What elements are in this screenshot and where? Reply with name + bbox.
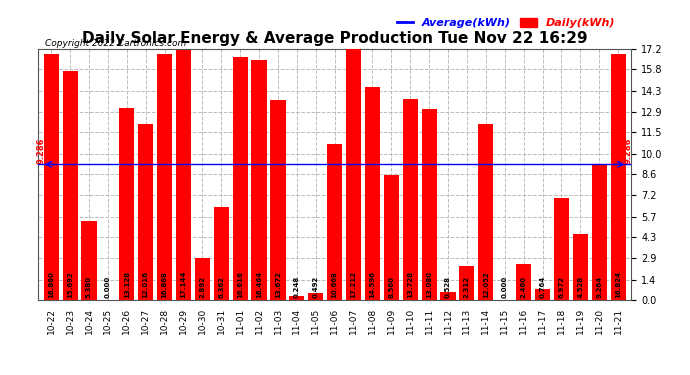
Text: 16.616: 16.616 <box>237 271 243 298</box>
Bar <box>176 50 191 300</box>
Bar <box>138 124 153 300</box>
Bar <box>327 144 342 300</box>
Text: 0.248: 0.248 <box>294 276 300 298</box>
Bar <box>516 264 531 300</box>
Bar <box>195 258 210 300</box>
Bar <box>270 100 286 300</box>
Bar <box>289 296 304 300</box>
Bar <box>251 60 266 300</box>
Text: 9.264: 9.264 <box>596 276 602 298</box>
Legend: Average(kWh), Daily(kWh): Average(kWh), Daily(kWh) <box>392 13 620 33</box>
Text: 0.492: 0.492 <box>313 276 319 298</box>
Bar <box>365 87 380 300</box>
Bar <box>308 293 324 300</box>
Text: 16.860: 16.860 <box>48 271 55 298</box>
Bar <box>119 108 135 300</box>
Text: 9.286: 9.286 <box>624 138 633 164</box>
Text: 17.212: 17.212 <box>351 271 357 298</box>
Bar <box>591 165 607 300</box>
Text: 2.312: 2.312 <box>464 276 470 298</box>
Bar <box>573 234 588 300</box>
Text: 14.596: 14.596 <box>369 271 375 298</box>
Bar <box>384 175 399 300</box>
Bar <box>460 266 475 300</box>
Text: 0.000: 0.000 <box>502 276 508 298</box>
Text: 13.728: 13.728 <box>407 271 413 298</box>
Text: 16.868: 16.868 <box>161 271 168 298</box>
Bar <box>422 109 437 300</box>
Bar <box>535 289 550 300</box>
Bar <box>214 207 229 300</box>
Text: 9.286: 9.286 <box>37 138 46 164</box>
Text: 13.128: 13.128 <box>124 271 130 298</box>
Text: 0.000: 0.000 <box>105 276 111 298</box>
Text: 0.764: 0.764 <box>540 276 546 298</box>
Bar <box>440 292 455 300</box>
Bar <box>554 198 569 300</box>
Text: 2.460: 2.460 <box>521 276 526 298</box>
Bar <box>63 71 78 300</box>
Text: 16.824: 16.824 <box>615 271 621 298</box>
Text: 5.380: 5.380 <box>86 276 92 298</box>
Text: 6.972: 6.972 <box>558 276 564 298</box>
Text: 13.672: 13.672 <box>275 271 281 298</box>
Bar <box>233 57 248 300</box>
Bar <box>43 54 59 300</box>
Bar <box>157 54 172 300</box>
Text: 16.464: 16.464 <box>256 271 262 298</box>
Text: Copyright 2022 Cartronics.com: Copyright 2022 Cartronics.com <box>45 39 186 48</box>
Bar <box>611 54 626 300</box>
Text: 4.528: 4.528 <box>578 276 583 298</box>
Text: 12.052: 12.052 <box>483 271 489 298</box>
Text: 13.080: 13.080 <box>426 271 432 298</box>
Bar <box>346 49 361 300</box>
Text: 8.560: 8.560 <box>388 276 395 298</box>
Title: Daily Solar Energy & Average Production Tue Nov 22 16:29: Daily Solar Energy & Average Production … <box>82 31 587 46</box>
Text: 0.528: 0.528 <box>445 276 451 298</box>
Bar <box>403 99 418 300</box>
Text: 15.692: 15.692 <box>67 271 73 298</box>
Bar <box>81 221 97 300</box>
Text: 12.016: 12.016 <box>143 271 148 298</box>
Text: 6.362: 6.362 <box>218 276 224 298</box>
Bar <box>478 124 493 300</box>
Text: 17.144: 17.144 <box>181 270 186 298</box>
Text: 10.668: 10.668 <box>332 271 337 298</box>
Text: 2.892: 2.892 <box>199 276 206 298</box>
